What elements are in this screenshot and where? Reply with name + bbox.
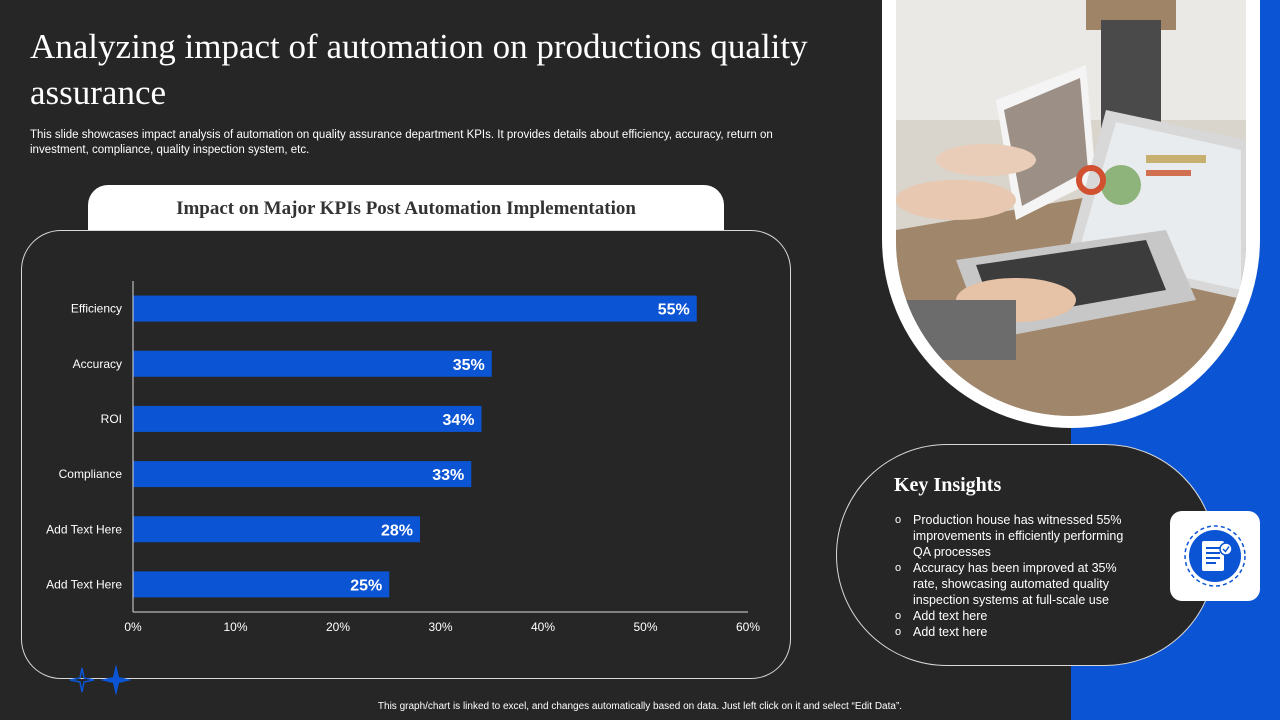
x-tick-label: 10% [223,620,247,634]
data-label: 35% [453,357,485,374]
data-label: 34% [442,412,474,429]
laptop-dashboard-photo [896,0,1246,416]
bar[interactable] [133,571,390,598]
category-label: Add Text Here [46,577,122,591]
x-tick-label: 20% [326,620,350,634]
chart-panel [21,230,791,679]
insight-item: Add text here [895,608,1135,624]
footer-note: This graph/chart is linked to excel, and… [377,701,903,712]
x-tick-label: 30% [428,620,452,634]
category-label: Efficiency [71,302,122,316]
slide-subtitle: This slide showcases impact analysis of … [30,129,773,156]
chart-title-tab [88,185,724,230]
key-insights-list: Production house has witnessed 55% impro… [895,512,1135,640]
x-tick-label: 0% [124,620,142,634]
data-label: 25% [350,577,382,594]
data-label: 33% [432,467,464,484]
document-checklist-icon [1170,511,1260,601]
category-label: Add Text Here [46,522,122,536]
bar[interactable] [133,516,420,543]
x-tick-label: 60% [736,620,760,634]
category-label: Accuracy [73,357,122,371]
sparkle-icon [69,664,132,696]
bar[interactable] [133,405,482,432]
insight-item: Accuracy has been improved at 35% rate, … [895,560,1135,608]
bar-chart[interactable]: 55% 35% 34% 33% 28% 25% Efficiency Accuracy ROI… [0,0,800,700]
category-label: Compliance [59,467,123,481]
chart-title: Impact on Major KPIs Post Automation Imp… [176,198,636,219]
key-insights-title: Key Insights [894,474,1002,496]
x-tick-label: 50% [633,620,657,634]
bar[interactable] [133,461,472,488]
insight-item: Production house has witnessed 55% impro… [895,512,1135,560]
bar[interactable] [133,350,492,377]
bar[interactable] [133,295,697,322]
data-label: 28% [381,522,413,539]
slide-title: Analyzing impact of automation on produc… [30,27,808,112]
x-tick-label: 40% [531,620,555,634]
insight-item: Add text here [895,624,1135,640]
data-label: 55% [658,302,690,319]
category-label: ROI [101,412,122,426]
